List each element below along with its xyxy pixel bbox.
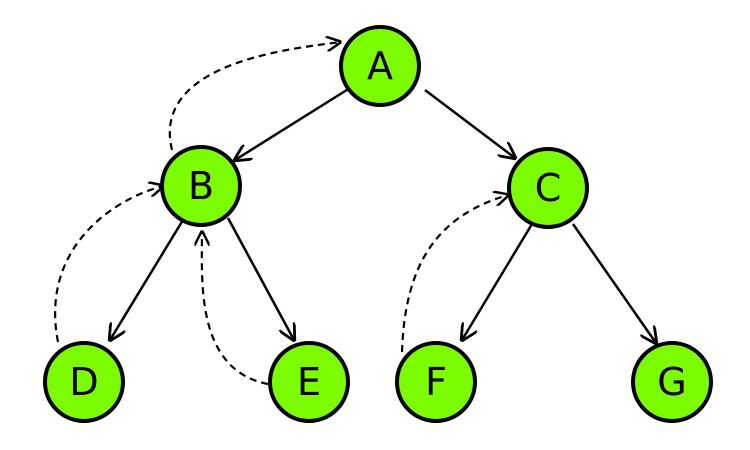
node-a: A: [339, 25, 421, 107]
node-f-circle: [395, 341, 477, 423]
edge-c-f: [462, 223, 534, 340]
node-c-circle: [507, 147, 589, 229]
node-f: F: [395, 341, 477, 423]
edge-b-e: [226, 217, 294, 340]
node-a-circle: [339, 25, 421, 107]
node-e-label: E: [297, 360, 321, 404]
node-f-label: F: [425, 360, 447, 404]
edge-a-c: [424, 89, 515, 158]
node-e: E: [268, 341, 350, 423]
edge-a-b: [235, 86, 351, 160]
thread-b-to-a: [168, 42, 340, 151]
thread-e-to-b: [202, 232, 269, 386]
node-g: G: [631, 341, 713, 423]
node-g-circle: [631, 341, 713, 423]
node-d-label: D: [69, 360, 98, 404]
node-c: C: [507, 147, 589, 229]
thread-f-to-c: [400, 195, 508, 353]
node-b: B: [160, 145, 242, 227]
edge-c-g: [571, 223, 656, 343]
node-d: D: [43, 341, 125, 423]
node-c-label: C: [535, 166, 562, 210]
node-d-circle: [43, 341, 125, 423]
node-e-circle: [268, 341, 350, 423]
node-a-label: A: [367, 44, 393, 88]
thread-d-to-b: [54, 186, 163, 343]
node-b-circle: [160, 145, 242, 227]
node-g-label: G: [657, 360, 686, 404]
edge-b-d: [110, 219, 185, 340]
node-b-label: B: [188, 164, 214, 208]
